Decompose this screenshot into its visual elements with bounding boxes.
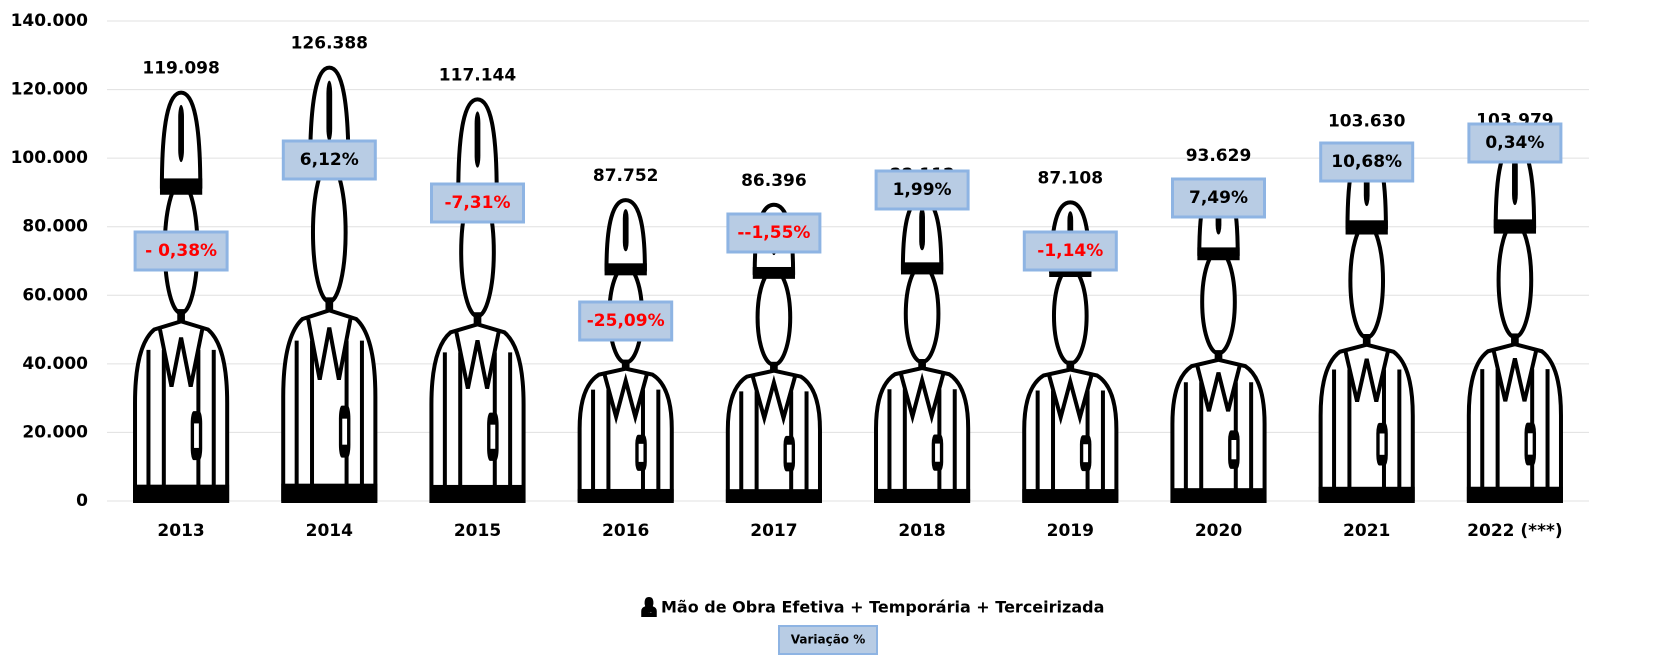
badge-inner [935, 444, 940, 462]
helmet-brim [1346, 220, 1388, 234]
legend-label: Mão de Obra Efetiva + Temporária + Terce… [661, 598, 1104, 617]
x-tick-label: 2022 (***) [1467, 521, 1562, 541]
variation-label: 10,68% [1331, 152, 1402, 172]
legend-label: Variação % [791, 633, 866, 647]
x-tick-label: 2015 [454, 521, 501, 541]
badge-inner [1083, 444, 1088, 462]
badge-inner [194, 423, 199, 448]
helmet-brim [901, 262, 943, 274]
face [1054, 268, 1087, 364]
x-tick-label: 2016 [602, 521, 649, 541]
base [578, 489, 674, 501]
face [906, 265, 939, 362]
badge-inner [490, 425, 495, 449]
y-tick-label: 0 [76, 491, 88, 511]
variation-label: --1,55% [737, 223, 810, 243]
worker-bar [578, 200, 674, 501]
x-tick-label: 2018 [898, 521, 945, 541]
helmet-crest [623, 209, 629, 251]
face [758, 270, 791, 365]
chart: 0 20.000 40.000 60.000 80.000 100.000 120.000 1… [0, 0, 1662, 659]
base [133, 485, 229, 501]
worker-bar [281, 68, 377, 501]
variation-label: -1,14% [1037, 241, 1103, 261]
worker-bar [430, 99, 526, 501]
value-label: 117.144 [439, 65, 517, 85]
x-tick-label: 2019 [1047, 521, 1094, 541]
face [1202, 251, 1235, 354]
badge-inner [787, 445, 792, 463]
base [874, 489, 970, 501]
value-label: 93.629 [1186, 146, 1252, 166]
worker-bar [1467, 145, 1563, 501]
x-tick-label: 2014 [306, 521, 353, 541]
collar [646, 608, 651, 610]
variation-label: 0,34% [1485, 133, 1544, 153]
base [1022, 489, 1118, 501]
x-tick-label: 2013 [157, 521, 204, 541]
base [430, 485, 526, 501]
x-tick-label: 2020 [1195, 521, 1242, 541]
y-tick-label: 60.000 [22, 285, 88, 305]
helmet-brim [1197, 247, 1239, 260]
helmet-brim [605, 263, 647, 275]
value-label: 87.108 [1037, 168, 1103, 188]
face [1499, 223, 1532, 337]
helmet-brim [160, 178, 202, 194]
y-tick-label: 20.000 [22, 422, 88, 442]
base [726, 489, 822, 501]
badge-inner [342, 419, 347, 445]
badge-inner [1231, 440, 1236, 459]
face [1350, 224, 1383, 338]
value-label: 103.630 [1328, 112, 1406, 132]
y-tick-label: 140.000 [11, 11, 89, 31]
y-tick-label: 40.000 [22, 354, 88, 374]
variation-label: 6,12% [300, 150, 359, 170]
variation-label: -25,09% [587, 311, 665, 331]
value-label: 87.752 [593, 166, 659, 186]
badge-inner [651, 612, 652, 613]
helmet-brim [646, 602, 651, 603]
base [1467, 487, 1563, 501]
base [1319, 487, 1415, 501]
worker-bar [133, 93, 229, 501]
base [281, 484, 377, 501]
x-tick-label: 2021 [1343, 521, 1390, 541]
variation-label: 1,99% [893, 180, 952, 200]
badge-inner [1380, 433, 1385, 454]
base [643, 614, 655, 615]
badge-inner [639, 444, 644, 462]
helmet-crest [475, 111, 481, 167]
badge-inner [1528, 433, 1533, 454]
legend-icon [643, 599, 655, 615]
base [1171, 488, 1267, 501]
variation-label: -7,31% [444, 193, 510, 213]
x-tick-label: 2017 [750, 521, 797, 541]
value-label: 119.098 [142, 59, 219, 79]
helmet-brim [1494, 219, 1536, 233]
worker-bar [1171, 180, 1267, 501]
helmet-crest [178, 105, 184, 162]
worker-bar [874, 199, 970, 501]
helmet-brim [753, 267, 795, 279]
value-label: 126.388 [291, 34, 368, 54]
variation-label: - 0,38% [145, 241, 217, 261]
y-tick-label: 100.000 [11, 148, 89, 168]
helmet-crest [919, 208, 925, 250]
helmet-crest [326, 81, 332, 142]
y-tick-label: 80.000 [22, 217, 88, 237]
value-label: 86.396 [741, 171, 807, 191]
variation-label: 7,49% [1189, 188, 1248, 208]
worker-bar [1319, 146, 1415, 501]
y-tick-label: 120.000 [11, 80, 89, 100]
face [313, 163, 346, 302]
